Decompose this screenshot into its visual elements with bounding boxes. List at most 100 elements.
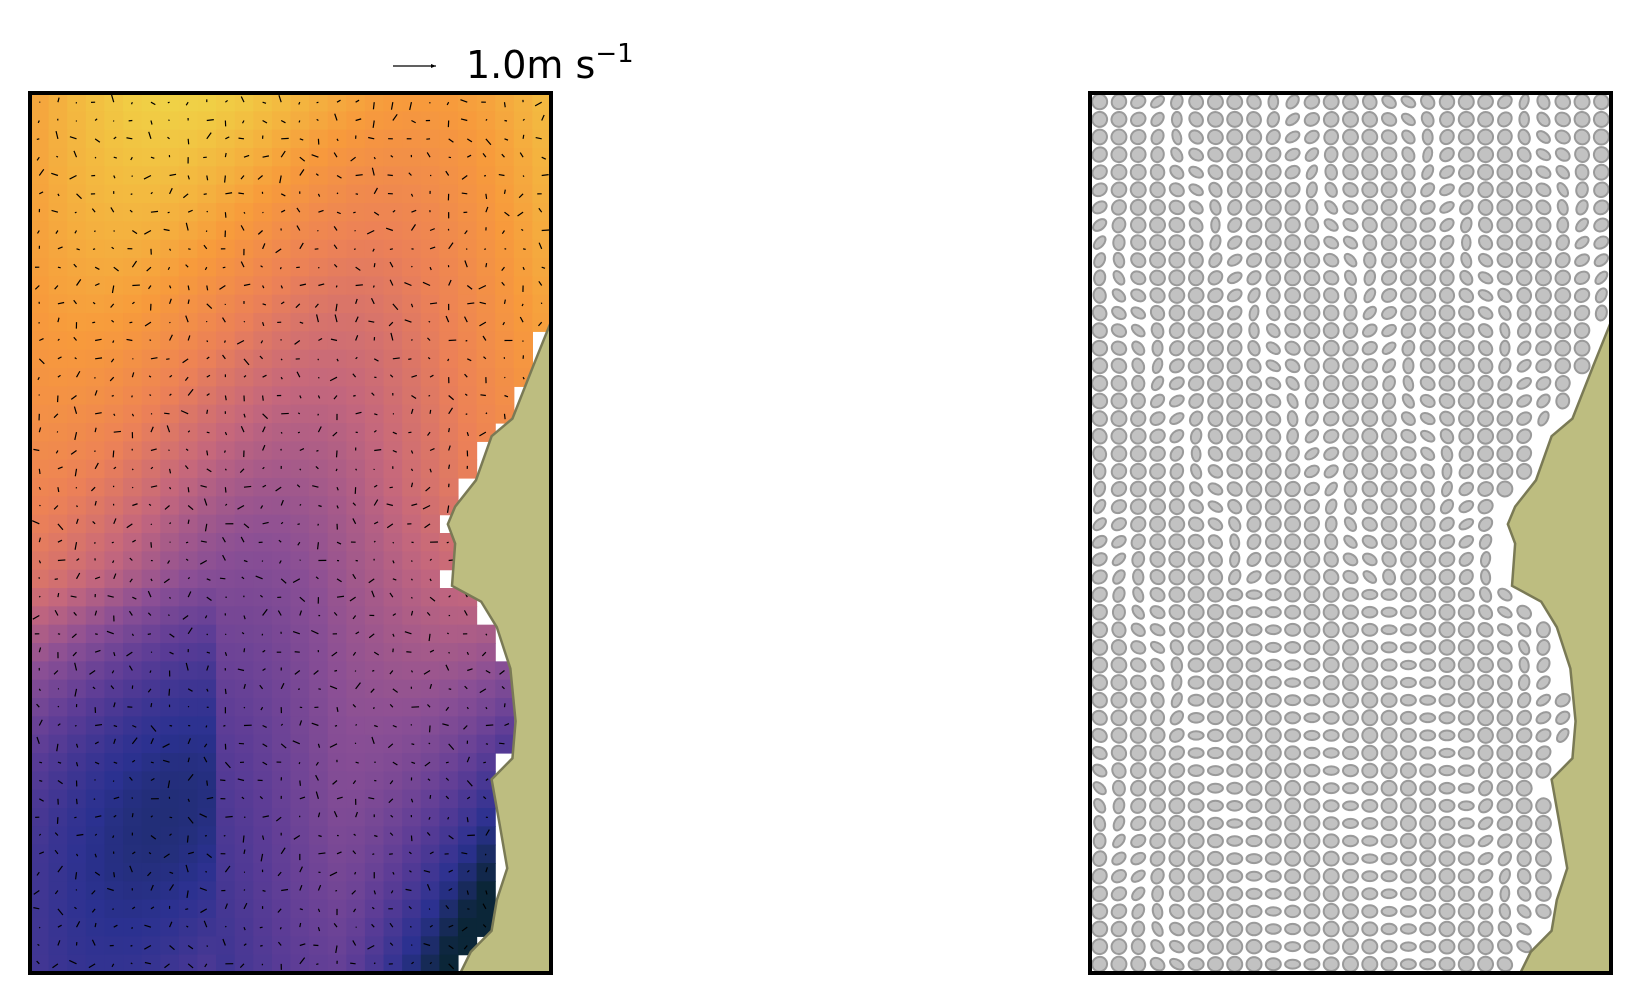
heat-cell [271,643,292,662]
heat-cell [234,899,254,919]
ellipse [1496,216,1514,234]
ellipse [1227,498,1243,515]
heat-cell [160,93,180,112]
velocity-arrow [501,686,505,690]
velocity-arrow [404,319,412,323]
velocity-arrow [445,761,449,764]
heat-cell [383,936,403,956]
velocity-arrow [521,228,524,232]
velocity-arrow [335,285,338,288]
ellipse [1361,870,1379,883]
velocity-arrow [446,505,450,513]
ellipse [1477,306,1494,320]
ellipse [1150,691,1165,709]
ellipse [1324,498,1338,515]
heat-cell [383,514,403,534]
ellipse [1187,957,1205,972]
ellipse [1131,920,1146,938]
velocity-arrow [336,486,339,491]
velocity-arrow [57,761,62,764]
ellipse [1245,709,1263,727]
ellipse [1284,832,1302,850]
velocity-arrow [277,871,282,877]
heat-cell [290,184,310,204]
velocity-arrow [262,889,266,892]
velocity-arrow [243,943,247,946]
heat-cell [216,936,236,956]
ellipse [1149,640,1166,654]
velocity-arrow [498,173,505,177]
heat-cell [383,111,403,131]
ellipse [1091,534,1108,549]
velocity-arrow [389,592,394,598]
heat-cell [402,148,422,167]
heat-cell [271,844,292,864]
heat-cell [30,514,50,534]
heat-cell [67,954,87,974]
velocity-arrow [483,761,487,764]
ellipse [1130,410,1147,427]
heat-cell [160,404,180,424]
ellipse [1400,568,1417,586]
velocity-arrow [485,262,488,268]
ellipse [1110,955,1128,973]
velocity-arrow [371,906,375,910]
velocity-arrow [205,725,208,728]
ellipse [1439,410,1455,427]
ellipse [1110,481,1128,497]
ellipse [1535,745,1552,761]
heat-cell [309,954,329,974]
ellipse [1245,163,1263,181]
ellipse [1286,393,1299,409]
ellipse [1516,904,1532,919]
ellipse [1092,832,1107,850]
ellipse [1361,955,1379,973]
ellipse [1594,270,1609,285]
heat-cell [67,129,87,149]
ellipse [1517,128,1531,146]
heat-cell [402,771,422,791]
ellipse [1110,639,1128,656]
ellipse [1170,656,1184,674]
velocity-arrow [199,559,208,565]
ellipse [1284,868,1302,884]
velocity-arrow [351,890,357,895]
ellipse [1245,921,1263,937]
panel-frame [28,91,553,975]
ellipse [1284,850,1302,867]
ellipse [1573,128,1591,146]
ellipse [1458,445,1474,463]
ellipse [1110,744,1128,762]
ellipse [1284,251,1302,269]
heat-cell [253,918,273,937]
heat-cell [383,698,403,717]
velocity-arrow [280,119,286,124]
velocity-arrow [372,248,375,252]
velocity-arrow [51,172,59,177]
heat-cell [216,826,236,846]
heat-cell [476,221,496,241]
ellipse [1342,691,1359,709]
velocity-arrow [445,795,450,800]
ellipse [1342,955,1359,973]
velocity-arrow [374,449,382,452]
ellipse [1246,93,1262,110]
ellipse [1206,782,1224,794]
heat-cell [271,221,292,241]
velocity-arrow [329,685,338,690]
velocity-arrow [541,229,550,232]
velocity-arrow [94,138,101,143]
velocity-arrow [169,871,174,875]
ellipse [1477,481,1494,497]
ellipse [1498,868,1511,885]
ellipse [1226,869,1244,884]
ellipse [1265,128,1281,146]
heat-cell [30,661,50,681]
heat-cell [383,478,403,497]
ellipse [1092,781,1107,796]
heat-cell [85,551,106,571]
velocity-arrow [392,431,397,435]
ellipse [1498,357,1512,375]
velocity-arrow [131,486,134,489]
heat-cell [364,606,385,626]
